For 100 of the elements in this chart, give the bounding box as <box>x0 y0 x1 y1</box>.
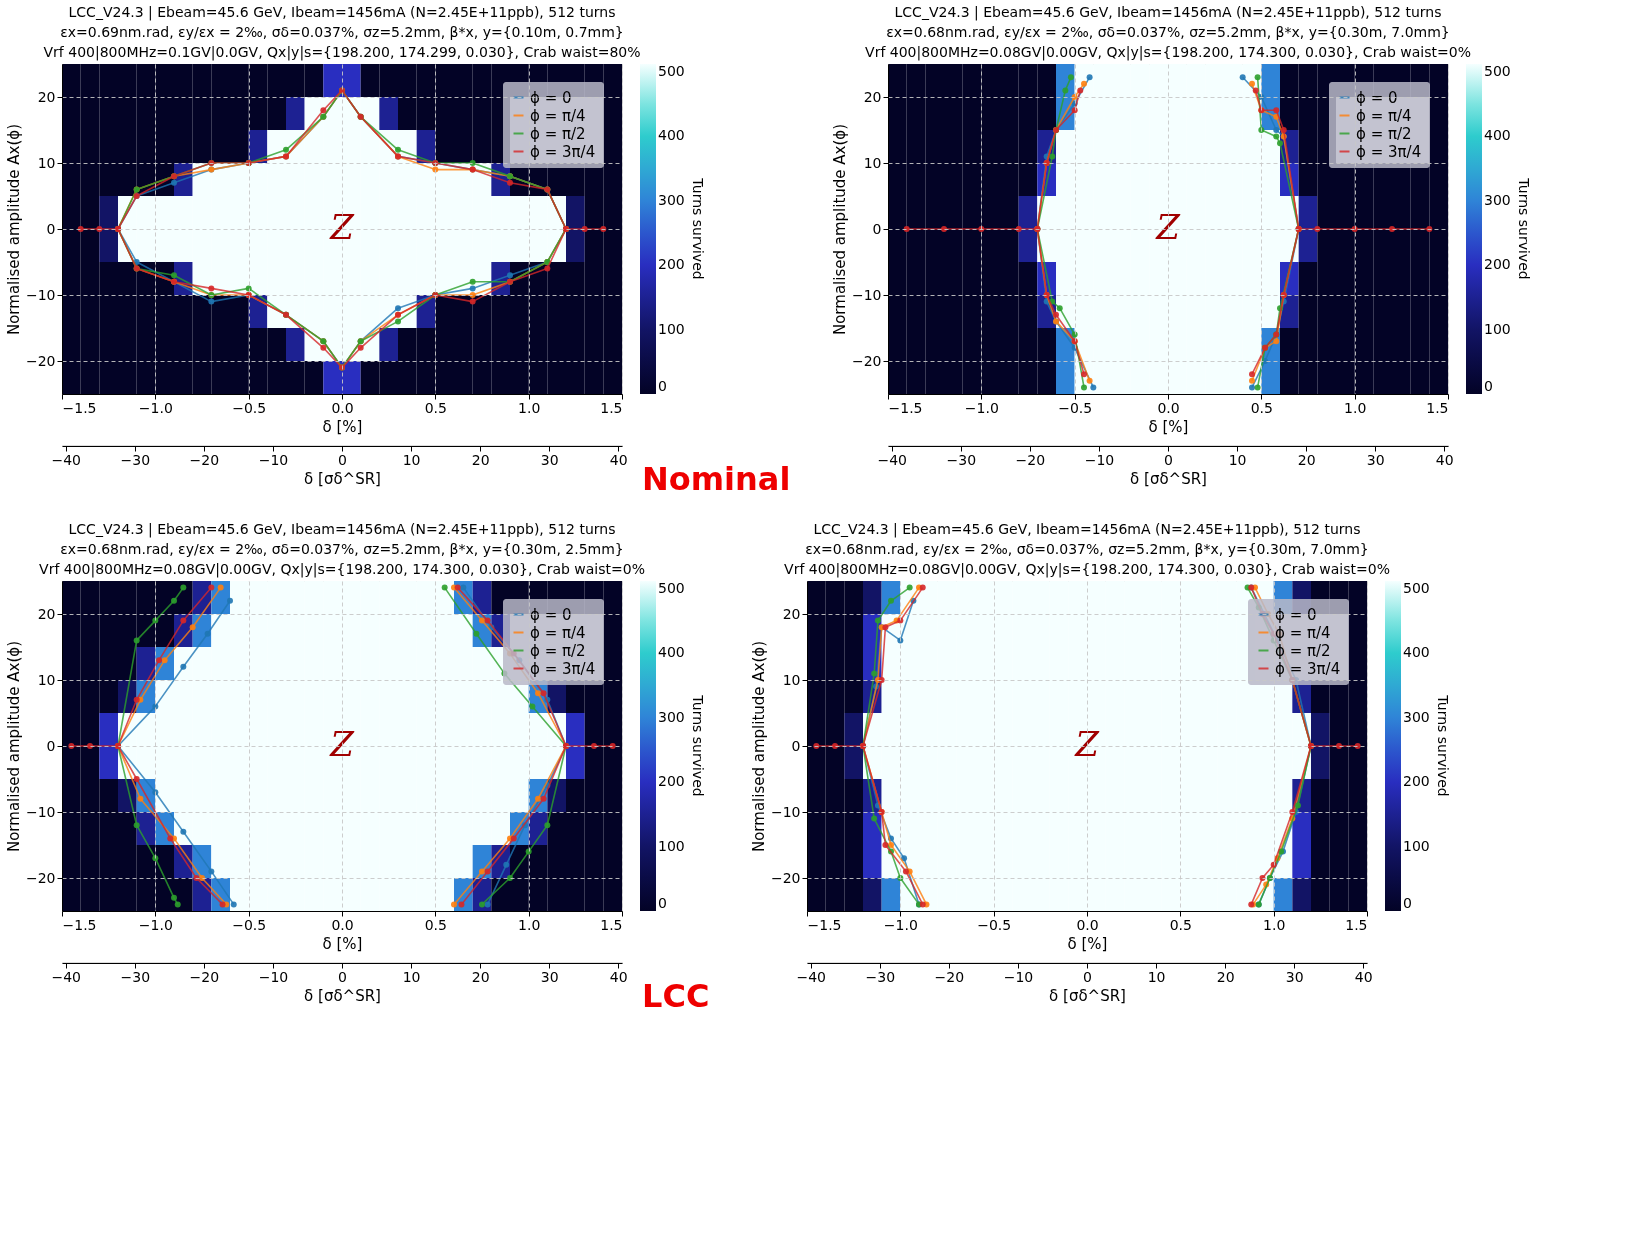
legend-label: ϕ = π/2 <box>530 124 586 143</box>
x-tick-label: −1.0 <box>138 916 173 933</box>
x-tick-label: −1.0 <box>964 399 999 416</box>
x2-tick-label: −30 <box>120 451 151 468</box>
x-tick-label: 1.5 <box>600 399 623 416</box>
x-tick-label: −1.0 <box>138 399 173 416</box>
x-tick-label: 0.5 <box>1250 399 1273 416</box>
x-tick-label: 0.0 <box>331 399 354 416</box>
color-bar-label: 400 <box>658 644 685 661</box>
legend-label: ϕ = π/2 <box>530 641 586 660</box>
x-tick-label: −0.5 <box>232 399 267 416</box>
chart-title: LCC_V24.3 | Ebeam=45.6 GeV, Ibeam=1456mA (N=2.45E+11ppb), 512 turns εx=0.68nm.rad, εy/εx = 2‰, σδ=0.037%, σz=5.2mm, β*x, y={0.30m, 2.5mm} Vrf 400|800MHz=0.08GV|0.00GV, Qx|y|s={198.200, 174.300, 0.030}, Crab waist=0% <box>39 521 645 578</box>
color-bar-label: 300 <box>658 708 685 725</box>
legend-label: ϕ = π/2 <box>1275 641 1331 660</box>
x2-tick-label: −40 <box>796 968 826 985</box>
legend-label: ϕ = 3π/4 <box>530 659 596 678</box>
x2-axis-title: δ [σδ^SR] <box>304 986 381 1005</box>
x2-tick-label: −10 <box>258 968 289 985</box>
y-tick-label: 10 <box>782 671 801 688</box>
y-tick-label: −20 <box>851 352 882 369</box>
x-tick-label: −1.5 <box>807 916 842 933</box>
color-bar-label: 0 <box>1403 895 1412 911</box>
color-bar-title: Turns survived <box>1435 694 1451 797</box>
x-tick-label: −1.5 <box>62 399 97 416</box>
x-tick-label: 0.0 <box>1076 916 1099 933</box>
x2-tick-label: 30 <box>540 968 559 985</box>
color-bar-label: 300 <box>658 191 685 208</box>
legend-label: ϕ = π/4 <box>1356 106 1412 125</box>
y-tick-label: 0 <box>791 737 801 754</box>
x2-tick-label: −20 <box>934 968 965 985</box>
x-axis-title: δ [%] <box>1148 417 1189 436</box>
x2-tick-label: −10 <box>1084 451 1115 468</box>
y-axis-title: Normalised amplitude Ax(ϕ) <box>749 640 768 853</box>
x-tick-label: 0.5 <box>424 399 447 416</box>
x2-tick-label: −20 <box>189 451 220 468</box>
annotation: Z <box>329 207 356 247</box>
x2-tick-label: 40 <box>609 968 628 985</box>
x2-tick-label: −30 <box>120 968 151 985</box>
x-tick-label: −0.5 <box>977 916 1012 933</box>
color-bar-label: 0 <box>1484 378 1493 394</box>
x-tick-label: 1.0 <box>518 916 541 933</box>
legend-label: ϕ = 3π/4 <box>530 142 596 161</box>
y-tick-label: −10 <box>770 803 801 820</box>
x2-tick-label: 0 <box>338 451 347 468</box>
x2-tick-label: 40 <box>1354 968 1373 985</box>
color-bar-label: 500 <box>658 579 685 596</box>
annotation: Z <box>1155 207 1182 247</box>
y-axis-title: Normalised amplitude Ax(ϕ) <box>830 123 849 336</box>
color-bar-label: 500 <box>1484 62 1511 79</box>
color-bar-title: Turns survived <box>690 177 706 280</box>
color-bar-label: 300 <box>1403 708 1430 725</box>
x2-tick-label: 20 <box>1297 451 1316 468</box>
color-bar-label: 200 <box>658 256 685 273</box>
legend-label: ϕ = π/4 <box>1275 623 1331 642</box>
x2-tick-label: 20 <box>1216 968 1235 985</box>
x-tick-label: −1.5 <box>888 399 923 416</box>
x-tick-label: −1.5 <box>62 916 97 933</box>
legend-label: ϕ = π/4 <box>530 106 586 125</box>
x2-tick-label: 10 <box>1228 451 1247 468</box>
x-tick-label: 0.5 <box>424 916 447 933</box>
x2-tick-label: 10 <box>402 968 421 985</box>
legend-label: ϕ = 0 <box>1356 88 1398 107</box>
legend-label: ϕ = π/4 <box>530 623 586 642</box>
color-bar-title: Turns survived <box>690 694 706 797</box>
color-bar-label: 300 <box>1484 191 1511 208</box>
x2-tick-label: 20 <box>471 451 490 468</box>
legend-label: ϕ = 0 <box>530 605 572 624</box>
x2-tick-label: 40 <box>609 451 628 468</box>
y-tick-label: 10 <box>863 154 882 171</box>
y-tick-label: 20 <box>782 605 801 622</box>
color-bar-label: 100 <box>1403 837 1430 854</box>
legend-label: ϕ = π/2 <box>1356 124 1412 143</box>
x-axis-title: δ [%] <box>322 417 363 436</box>
x-tick-label: −1.0 <box>883 916 918 933</box>
x-tick-label: 1.0 <box>518 399 541 416</box>
legend-label: ϕ = 3π/4 <box>1356 142 1422 161</box>
y-tick-label: 0 <box>872 220 882 237</box>
x-tick-label: 1.0 <box>1344 399 1367 416</box>
y-axis-title: Normalised amplitude Ax(ϕ) <box>4 123 23 336</box>
x2-tick-label: 0 <box>1164 451 1173 468</box>
x2-tick-label: −10 <box>258 451 289 468</box>
x-tick-label: 1.0 <box>1263 916 1286 933</box>
x2-tick-label: −20 <box>189 968 220 985</box>
x2-tick-label: 0 <box>338 968 347 985</box>
y-tick-label: −10 <box>25 286 56 303</box>
x2-tick-label: −30 <box>865 968 896 985</box>
legend-label: ϕ = 0 <box>530 88 572 107</box>
color-bar-label: 100 <box>1484 320 1511 337</box>
chart-title: LCC_V24.3 | Ebeam=45.6 GeV, Ibeam=1456mA (N=2.45E+11ppb), 512 turns εx=0.69nm.rad, εy/εx = 2‰, σδ=0.037%, σz=5.2mm, β*x, y={0.10m, 0.7mm} Vrf 400|800MHz=0.1GV|0.0GV, Qx|y|s={198.200, 174.299, 0.030}, Crab waist=80% <box>43 4 641 61</box>
x-tick-label: −0.5 <box>232 916 267 933</box>
color-bar-label: 500 <box>1403 579 1430 596</box>
text: LCC <box>642 977 710 1015</box>
color-bar-label: 400 <box>1484 127 1511 144</box>
x2-tick-label: 20 <box>471 968 490 985</box>
legend-label: ϕ = 0 <box>1275 605 1317 624</box>
color-bar-label: 400 <box>658 127 685 144</box>
chart-title: LCC_V24.3 | Ebeam=45.6 GeV, Ibeam=1456mA (N=2.45E+11ppb), 512 turns εx=0.68nm.rad, εy/εx = 2‰, σδ=0.037%, σz=5.2mm, β*x, y={0.30m, 7.0mm} Vrf 400|800MHz=0.08GV|0.00GV, Qx|y|s={198.200, 174.300, 0.030}, Crab waist=0% <box>784 521 1390 578</box>
color-bar-label: 0 <box>658 378 667 394</box>
x2-tick-label: 30 <box>1366 451 1385 468</box>
y-tick-label: 20 <box>37 605 56 622</box>
